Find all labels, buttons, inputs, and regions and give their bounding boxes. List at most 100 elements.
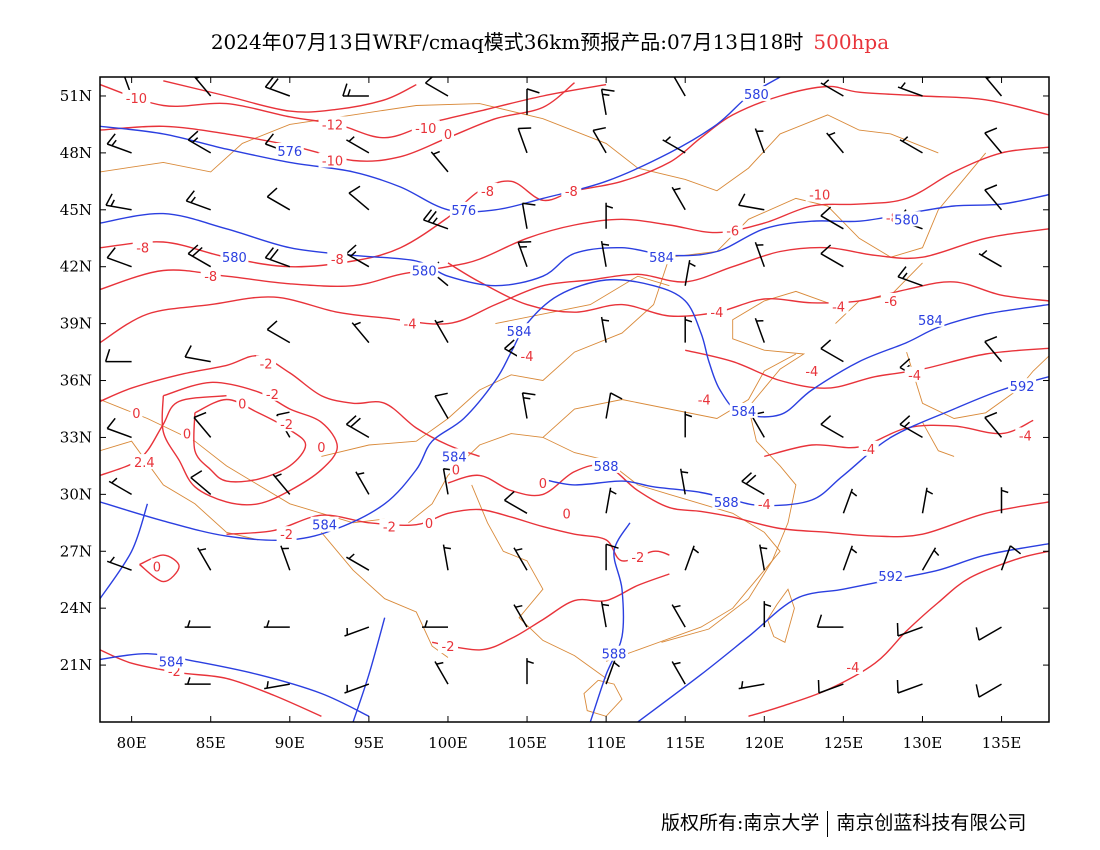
temperature-label: -2 (631, 551, 644, 566)
lat-tick-label: 27N (60, 542, 92, 560)
wind-barb (738, 193, 765, 211)
temperature-label: -8 (481, 185, 494, 200)
wind-barb (1000, 545, 1022, 571)
wind-barb (671, 604, 686, 628)
wind-barb (820, 339, 844, 363)
wind-barb (424, 77, 449, 97)
wind-barb (105, 193, 132, 211)
lat-tick-label: 21N (60, 656, 92, 674)
temperature-contour (100, 355, 480, 458)
temperature-label-bg (400, 315, 420, 331)
height-label: 588 (602, 648, 627, 663)
lat-tick-label: 36N (60, 372, 92, 390)
temperature-contour (100, 649, 322, 717)
temperature-label-bg (805, 186, 834, 202)
temperature-label-bg (449, 461, 462, 477)
wind-barb (517, 127, 532, 154)
temperature-label-bg (200, 268, 221, 284)
temperature-label: 0 (153, 560, 161, 575)
title-pressure-level: 500hpa (813, 30, 890, 54)
temperature-label-bg (828, 298, 849, 314)
temperature-label-bg (315, 438, 328, 454)
height-label: 588 (594, 460, 619, 475)
temperature-label: -4 (805, 365, 818, 380)
temperature-label-bg (262, 385, 283, 401)
wind-barb (921, 547, 940, 571)
height-label-bg (600, 645, 628, 661)
lon-tick-label: 100E (428, 734, 468, 752)
wind-barb (263, 620, 290, 628)
temperature-label-bg (379, 518, 400, 534)
temperature-label-bg (122, 89, 151, 105)
temperature-contour (100, 146, 1049, 291)
temperature-label-bg (132, 239, 153, 255)
wind-barb (434, 392, 449, 419)
wind-barb (344, 626, 370, 637)
lat-tick-label: 30N (60, 485, 92, 503)
wind-barb (184, 345, 211, 363)
wind-barb (422, 209, 449, 230)
copyright-footer: 版权所有:南京大学 南京创蓝科技有限公司 (661, 808, 1026, 837)
wind-barb (348, 185, 370, 211)
wind-barb (975, 626, 1002, 641)
temperature-label-bg (627, 549, 648, 564)
temperature-label: -4 (1019, 430, 1032, 445)
temperature-label-bg (1015, 427, 1036, 443)
temperature-label-bg (327, 251, 348, 267)
temperature-label: -12 (322, 118, 343, 133)
boundary-line (906, 351, 1049, 419)
wind-barb (684, 411, 693, 438)
wind-barb (513, 547, 528, 571)
wind-barb (187, 130, 212, 154)
wind-barb (600, 88, 615, 116)
lon-tick-label: 80E (117, 734, 147, 752)
lat-tick-label: 51N (60, 87, 92, 105)
temperature-label-bg (318, 116, 347, 132)
wind-barb (741, 472, 765, 496)
wind-barb (184, 677, 211, 685)
temperature-label: -2 (260, 358, 273, 373)
temperature-label: 0 (183, 428, 191, 443)
height-label-bg (712, 493, 741, 509)
wind-barb (272, 473, 291, 495)
temperature-label: -2 (383, 521, 396, 536)
height-label-bg (440, 448, 469, 464)
copyright-text: 版权所有:南京大学 (661, 812, 820, 834)
temperature-label-bg (276, 526, 297, 542)
height-label: 588 (714, 496, 739, 511)
temperature-contour (100, 82, 575, 162)
wind-barb (754, 317, 766, 343)
temperature-label-bg (517, 347, 537, 363)
contour-label-layer: -10-12-10-10-8-8-10-8-6-8-8-8-6-4-4-4-6-… (122, 86, 1037, 680)
lon-tick-label: 120E (745, 734, 785, 752)
wind-barb (184, 620, 211, 628)
temperature-label-bg (801, 363, 822, 378)
map-border (99, 76, 1050, 723)
wind-barb (517, 241, 532, 267)
boundary-line (922, 422, 955, 457)
temperature-label-bg (477, 182, 498, 198)
wind-barb (896, 679, 923, 694)
wind-barb (984, 184, 1003, 211)
temperature-label-bg (423, 514, 435, 530)
temperature-contour (100, 228, 1049, 344)
wind-barb (605, 543, 619, 571)
height-label: 580 (412, 265, 437, 280)
height-label: 584 (731, 405, 756, 420)
temperature-label: -8 (331, 253, 344, 268)
height-label: 584 (442, 450, 467, 465)
wind-barb (266, 320, 291, 344)
height-label-bg (310, 516, 339, 532)
lon-tick-label: 110E (586, 734, 626, 752)
lon-tick-label: 95E (354, 734, 384, 752)
height-label-bg (1008, 378, 1037, 394)
lon-tick-label: 135E (982, 734, 1022, 752)
wind-barb (975, 683, 1002, 698)
temperature-contour (685, 347, 1049, 389)
temperature-contour (226, 508, 670, 562)
wind-barb (187, 244, 212, 268)
temperature-label-bg (256, 355, 277, 371)
temperature-label-bg (842, 659, 863, 674)
height-contour (352, 617, 386, 722)
lat-tick-label: 39N (60, 315, 92, 333)
